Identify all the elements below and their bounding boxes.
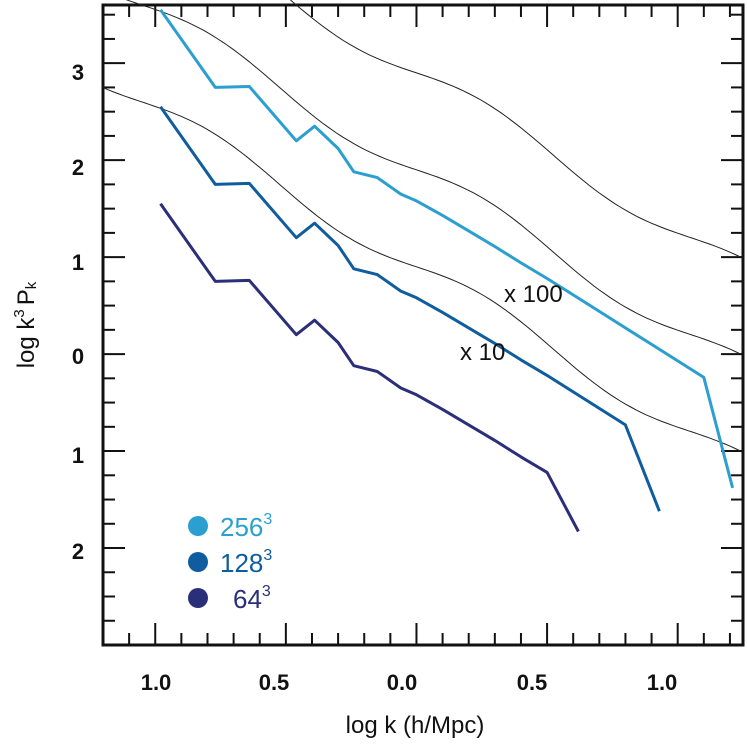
legend-label-128-base: 128 bbox=[220, 548, 263, 578]
y-tick-label: 2 bbox=[72, 539, 84, 564]
y-axis-title-sub: k bbox=[23, 281, 40, 289]
legend-label-256-exp: 3 bbox=[263, 511, 272, 528]
legend: 2563 1283 643 bbox=[188, 511, 272, 614]
series-lines bbox=[159, 8, 735, 533]
annotation-x100: x 100 bbox=[504, 281, 563, 308]
legend-label-64-exp: 3 bbox=[262, 583, 271, 600]
x-tick-labels: 1.0 0.5 0.0 0.5 1.0 bbox=[141, 670, 678, 695]
y-tick-label: 1 bbox=[72, 443, 84, 468]
y-axis-title-main: log k bbox=[13, 317, 40, 369]
legend-label-128-exp: 3 bbox=[263, 547, 272, 564]
plot-frame bbox=[101, 3, 745, 647]
legend-label-256: 2563 bbox=[220, 511, 272, 542]
reference-curve bbox=[125, 0, 741, 355]
reference-curve bbox=[102, 87, 741, 452]
axis-ticks bbox=[102, 5, 743, 646]
x-tick-label: 1.0 bbox=[647, 670, 678, 695]
legend-label-128: 1283 bbox=[220, 547, 272, 578]
legend-marker-256 bbox=[188, 516, 208, 536]
annotation-x10: x 10 bbox=[460, 339, 505, 366]
x-tick-label: 0.5 bbox=[517, 670, 548, 695]
legend-label-64-base: 64 bbox=[233, 584, 262, 614]
legend-label-256-base: 256 bbox=[220, 512, 263, 542]
x-tick-label: 0.0 bbox=[387, 670, 418, 695]
y-tick-label: 2 bbox=[72, 155, 84, 180]
y-tick-label: 0 bbox=[72, 344, 84, 369]
legend-marker-64 bbox=[188, 588, 208, 608]
series-line-64 bbox=[159, 202, 580, 533]
legend-label-64: 643 bbox=[233, 583, 271, 614]
y-axis-title-sup: 3 bbox=[11, 309, 28, 317]
reference-curve bbox=[289, 0, 741, 258]
series-line-128 bbox=[159, 105, 661, 512]
x-tick-label: 0.5 bbox=[259, 670, 290, 695]
reference-curves bbox=[102, 0, 741, 452]
x-axis-title: log k (h/Mpc) bbox=[346, 712, 485, 739]
y-axis-title: log k3 Pk bbox=[11, 281, 40, 368]
y-axis-title-tail: P bbox=[13, 289, 40, 305]
y-tick-label: 1 bbox=[72, 250, 84, 275]
series-line-256 bbox=[159, 8, 735, 489]
y-tick-labels: 3 2 1 0 1 2 bbox=[72, 60, 84, 564]
x-tick-label: 1.0 bbox=[141, 670, 172, 695]
legend-marker-128 bbox=[188, 552, 208, 572]
y-tick-label: 3 bbox=[72, 60, 84, 85]
